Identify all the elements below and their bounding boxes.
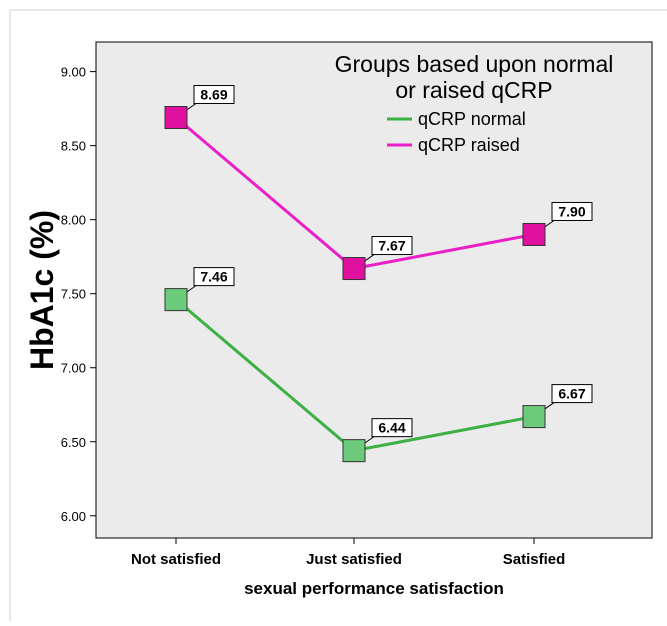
x-axis-title: sexual performance satisfaction: [244, 579, 504, 598]
x-tick-label: Satisfied: [503, 551, 566, 568]
y-tick-label: 9.00: [61, 65, 86, 80]
y-tick-label: 8.00: [61, 213, 86, 228]
data-label: 6.67: [558, 386, 585, 402]
legend-title-line-2: or raised qCRP: [395, 77, 552, 103]
data-label: 7.67: [378, 238, 405, 254]
legend-entry-label: qCRP normal: [418, 109, 526, 129]
y-tick-label: 7.50: [61, 287, 86, 302]
y-tick-label: 7.00: [61, 361, 86, 376]
y-tick-label: 6.50: [61, 435, 86, 450]
data-point-marker: [165, 289, 187, 311]
data-label: 8.69: [200, 87, 227, 103]
data-label: 7.46: [200, 269, 227, 285]
y-axis-title: HbA1c (%): [24, 210, 60, 370]
legend-title-line-1: Groups based upon normal: [335, 51, 614, 77]
data-point-marker: [165, 107, 187, 129]
data-point-marker: [343, 258, 365, 280]
x-tick-label: Not satisfied: [131, 551, 221, 568]
y-tick-label: 8.50: [61, 139, 86, 154]
x-tick-label: Just satisfied: [306, 551, 402, 568]
data-point-marker: [523, 223, 545, 245]
data-label: 7.90: [558, 203, 585, 219]
legend-entry-label: qCRP raised: [418, 135, 520, 155]
data-point-marker: [523, 406, 545, 428]
data-label: 6.44: [378, 420, 405, 436]
y-tick-label: 6.00: [61, 509, 86, 524]
data-point-marker: [343, 440, 365, 462]
